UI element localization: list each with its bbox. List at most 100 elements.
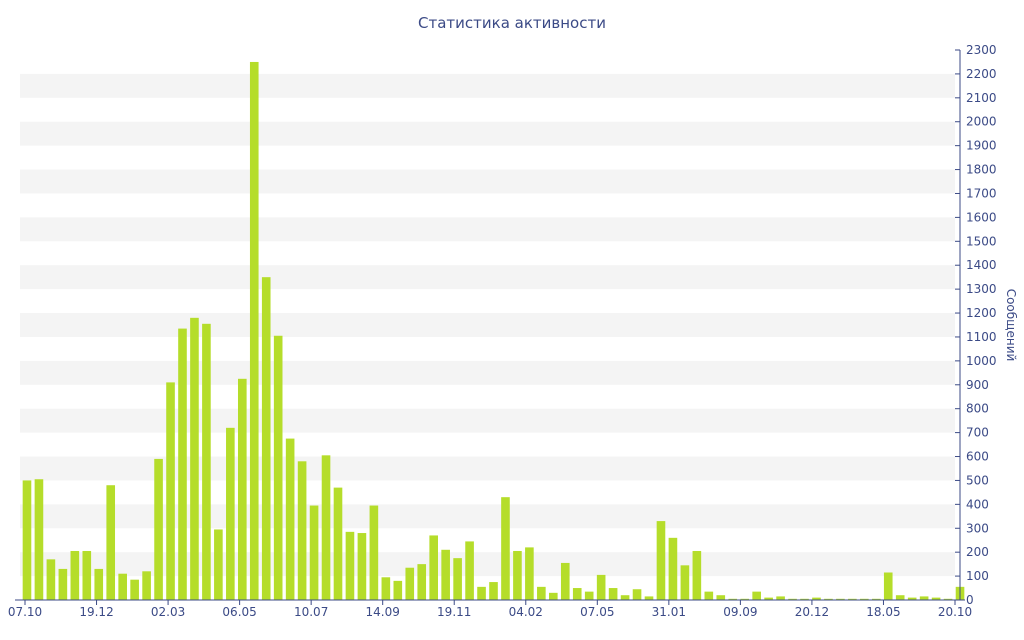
chart-title: Статистика активности <box>418 14 606 32</box>
grid-band <box>20 73 955 98</box>
bar <box>776 596 785 600</box>
y-tick-label: 2300 <box>966 43 997 57</box>
bar <box>166 382 175 600</box>
bar <box>118 573 127 600</box>
bar <box>381 577 391 600</box>
grid-band <box>20 169 955 194</box>
x-tick-label: 06.05 <box>222 605 256 619</box>
bar <box>764 597 773 600</box>
x-tick-label: 04.02 <box>509 605 543 619</box>
y-tick-label: 1000 <box>966 354 997 368</box>
bar <box>94 568 104 600</box>
grid-band <box>20 313 955 337</box>
x-tick-label: 14.09 <box>366 605 400 619</box>
bar <box>812 597 821 600</box>
grid-band <box>20 217 955 242</box>
bar <box>154 458 163 600</box>
bar <box>190 317 199 600</box>
y-tick-label: 2100 <box>966 91 997 105</box>
bar <box>214 529 223 600</box>
bar <box>477 586 486 600</box>
bar <box>261 277 271 600</box>
x-tick-label: 02.03 <box>151 605 185 619</box>
y-tick-label: 200 <box>966 545 989 559</box>
y-tick-label: 900 <box>966 378 989 392</box>
bar <box>70 550 80 600</box>
bar <box>429 535 438 600</box>
bar <box>644 596 654 600</box>
x-tick-label: 09.09 <box>723 605 757 619</box>
bar <box>919 596 929 600</box>
bar <box>632 589 642 600</box>
bar <box>824 598 833 600</box>
bar <box>871 598 881 600</box>
bar <box>297 461 307 600</box>
y-tick-label: 0 <box>966 593 974 607</box>
bar <box>860 598 869 600</box>
x-tick-label: 19.11 <box>437 605 471 619</box>
bar <box>465 541 474 600</box>
bar <box>441 549 450 600</box>
bar <box>142 571 151 600</box>
y-tick-label: 100 <box>966 569 989 583</box>
bar <box>106 485 116 600</box>
bar <box>237 378 247 600</box>
bar <box>620 595 630 600</box>
bar <box>800 598 809 600</box>
grid-band <box>20 121 955 146</box>
bar <box>692 550 702 600</box>
bar <box>549 592 558 600</box>
bar <box>836 598 845 600</box>
bar <box>369 505 379 600</box>
y-tick-label: 1900 <box>966 139 997 153</box>
bar <box>202 323 211 600</box>
bar <box>752 591 761 600</box>
bar <box>489 582 498 600</box>
x-tick-label: 20.10 <box>938 605 972 619</box>
x-tick-label: 07.05 <box>580 605 614 619</box>
x-tick-label: 10.07 <box>294 605 328 619</box>
x-tick-label: 31.01 <box>652 605 686 619</box>
bar <box>931 597 941 600</box>
x-tick-label: 19.12 <box>79 605 113 619</box>
bar <box>656 521 666 600</box>
y-tick-label: 1400 <box>966 258 997 272</box>
bar <box>22 480 32 600</box>
bar <box>943 598 953 600</box>
bar <box>405 567 415 600</box>
y-axis-title: Сообщений <box>1004 289 1018 362</box>
bar <box>907 597 917 600</box>
bar <box>704 591 714 600</box>
bar <box>848 598 857 600</box>
bar <box>333 487 343 600</box>
y-tick-label: 2000 <box>966 115 997 129</box>
bar <box>560 562 570 600</box>
x-tick-label: 20.12 <box>795 605 829 619</box>
bar <box>46 559 56 600</box>
bar <box>34 479 44 600</box>
bar <box>393 580 403 600</box>
bar <box>345 531 355 600</box>
bar <box>584 591 594 600</box>
bar <box>788 598 797 600</box>
bar <box>417 564 427 600</box>
y-tick-label: 1700 <box>966 186 997 200</box>
y-tick-label: 2200 <box>966 67 997 81</box>
bar <box>525 547 534 600</box>
bar <box>453 558 462 600</box>
y-tick-label: 700 <box>966 426 989 440</box>
y-tick-label: 1800 <box>966 163 997 177</box>
y-tick-label: 1500 <box>966 234 997 248</box>
bar <box>309 505 319 600</box>
bar <box>357 533 367 600</box>
bar <box>740 598 750 600</box>
bar <box>728 598 738 600</box>
y-tick-label: 1600 <box>966 210 997 224</box>
x-tick-label: 07.10 <box>8 605 42 619</box>
y-tick-label: 1200 <box>966 306 997 320</box>
bar <box>513 550 522 600</box>
bar <box>680 565 690 600</box>
grid-band <box>20 408 955 433</box>
